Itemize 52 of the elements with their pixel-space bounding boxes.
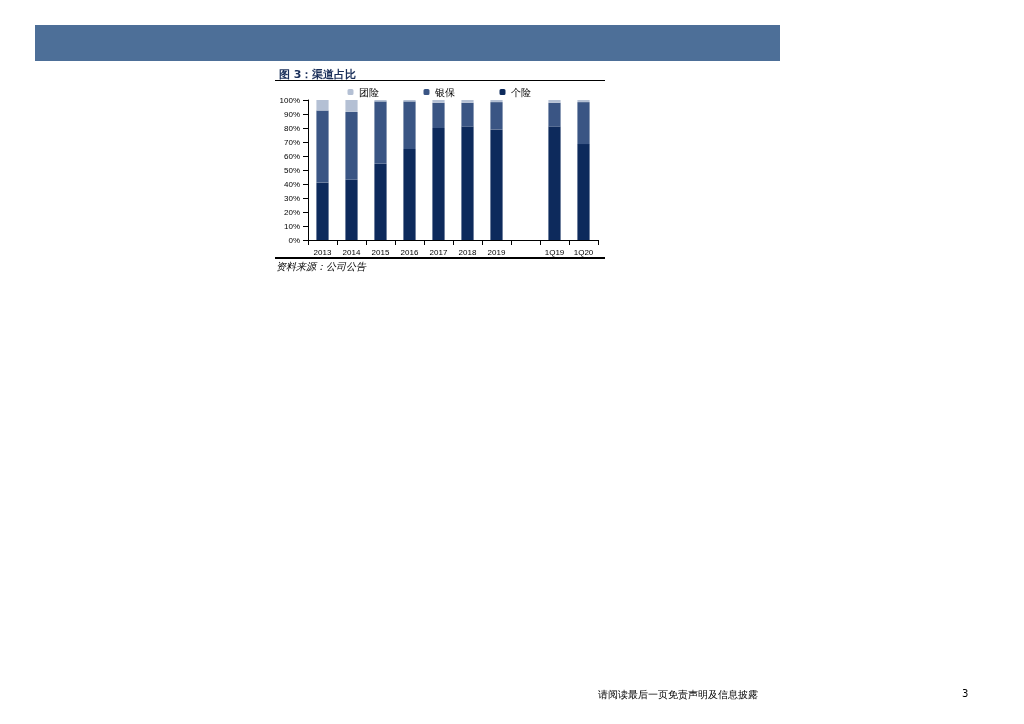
x-tick-label: 2015 <box>371 247 390 257</box>
x-tick-label: 2018 <box>458 247 477 257</box>
x-tick-label: 2014 <box>342 247 361 257</box>
y-tick-label: 0% <box>288 235 300 245</box>
bar <box>316 110 329 183</box>
x-tick-label: 2016 <box>400 247 419 257</box>
y-tick-label: 50% <box>283 165 300 175</box>
bar <box>316 100 329 111</box>
bar <box>432 100 445 103</box>
y-tick-label: 20% <box>283 207 300 217</box>
y-tick-label: 60% <box>283 151 300 161</box>
bar <box>577 100 590 103</box>
bar <box>374 163 387 240</box>
bar <box>432 128 445 240</box>
bar <box>403 101 416 149</box>
legend-label: 银保 <box>433 86 455 98</box>
bar <box>490 100 503 103</box>
bar <box>548 102 561 127</box>
bar <box>374 101 387 164</box>
bar <box>316 182 329 240</box>
bar <box>345 100 358 112</box>
x-tick-label: 1Q20 <box>573 247 594 257</box>
legend-label: 个险 <box>510 86 531 98</box>
chart-title: 图 3：渠道占比 <box>279 68 357 81</box>
y-tick-label: 90% <box>283 109 300 119</box>
bar <box>548 100 561 103</box>
text: 资料来源：公司公告 <box>276 260 366 274</box>
x-tick-label: 2013 <box>313 247 332 257</box>
bar <box>345 111 358 180</box>
bar <box>490 102 503 130</box>
y-tick-label: 80% <box>283 123 300 133</box>
x-tick-label: 2019 <box>487 247 506 257</box>
bar <box>345 179 358 240</box>
y-tick-label: 30% <box>283 193 300 203</box>
bar <box>548 126 561 240</box>
y-tick-label: 10% <box>283 221 300 231</box>
x-tick-label: 1Q19 <box>544 247 565 257</box>
x-tick-label: 2017 <box>429 247 448 257</box>
bar <box>577 102 590 145</box>
bar <box>432 102 445 128</box>
y-tick-label: 40% <box>283 179 300 189</box>
bar <box>490 129 503 240</box>
bar <box>461 100 474 103</box>
legend-label: 团险 <box>358 86 379 98</box>
bar <box>403 149 416 240</box>
y-tick-label: 70% <box>283 137 300 147</box>
text: 3 <box>962 688 969 699</box>
text: 请阅读最后一页免责声明及信息披露 <box>598 688 758 702</box>
bar <box>461 102 474 127</box>
bar <box>461 126 474 240</box>
y-tick-label: 100% <box>279 95 300 105</box>
bar <box>577 144 590 240</box>
